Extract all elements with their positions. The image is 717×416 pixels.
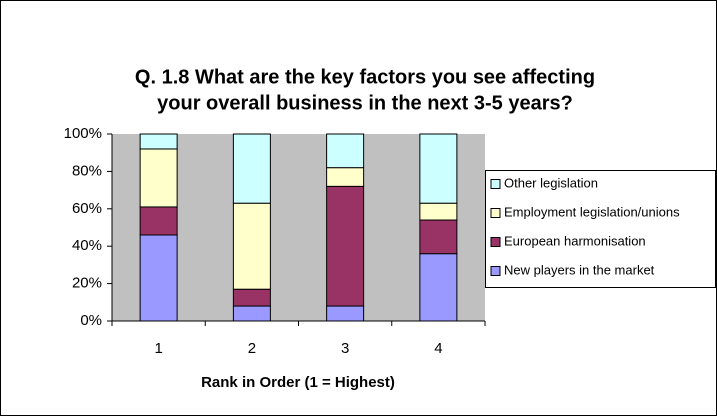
legend-swatch [490, 179, 501, 189]
legend-label: Employment legislation/unions [504, 204, 680, 219]
bar-segment [419, 133, 458, 204]
legend-label: European harmonisation [504, 233, 646, 248]
legend-swatch [490, 208, 501, 218]
x-tick-label: 3 [341, 340, 349, 357]
x-tick-label: 1 [154, 340, 162, 357]
bar-segment [419, 219, 458, 255]
legend-label: Other legislation [504, 175, 598, 190]
bar-segment [419, 253, 458, 322]
bar-segment [139, 148, 178, 208]
y-tick-label: 60% [72, 200, 102, 217]
bar-segment [232, 288, 271, 307]
chart-title: Q. 1.8 What are the key factors you see … [135, 66, 595, 88]
bar-segment [232, 133, 271, 204]
bar-segment [232, 202, 271, 290]
y-tick-label: 80% [72, 162, 102, 179]
bar-segment [326, 305, 365, 322]
x-axis-label: Rank in Order (1 = Highest) [201, 374, 395, 391]
legend-swatch [490, 266, 501, 276]
bar-segment [326, 133, 365, 169]
bar-segment [139, 206, 178, 236]
y-tick-label: 20% [72, 275, 102, 292]
bar-segment [232, 305, 271, 322]
x-tick-label: 2 [248, 340, 256, 357]
bar-segment [139, 234, 178, 322]
y-tick-label: 0% [80, 312, 102, 329]
bar-segment [326, 185, 365, 307]
legend-swatch [490, 237, 501, 247]
y-tick-label: 100% [64, 125, 102, 142]
x-tick-label: 4 [434, 340, 442, 357]
bar-segment [419, 202, 458, 221]
legend-label: New players in the market [504, 262, 655, 277]
legend-box [485, 170, 716, 288]
bar-segment [326, 167, 365, 187]
bar-segment [139, 133, 178, 150]
y-tick-label: 40% [72, 237, 102, 254]
chart-title: your overall business in the next 3-5 ye… [157, 92, 573, 114]
